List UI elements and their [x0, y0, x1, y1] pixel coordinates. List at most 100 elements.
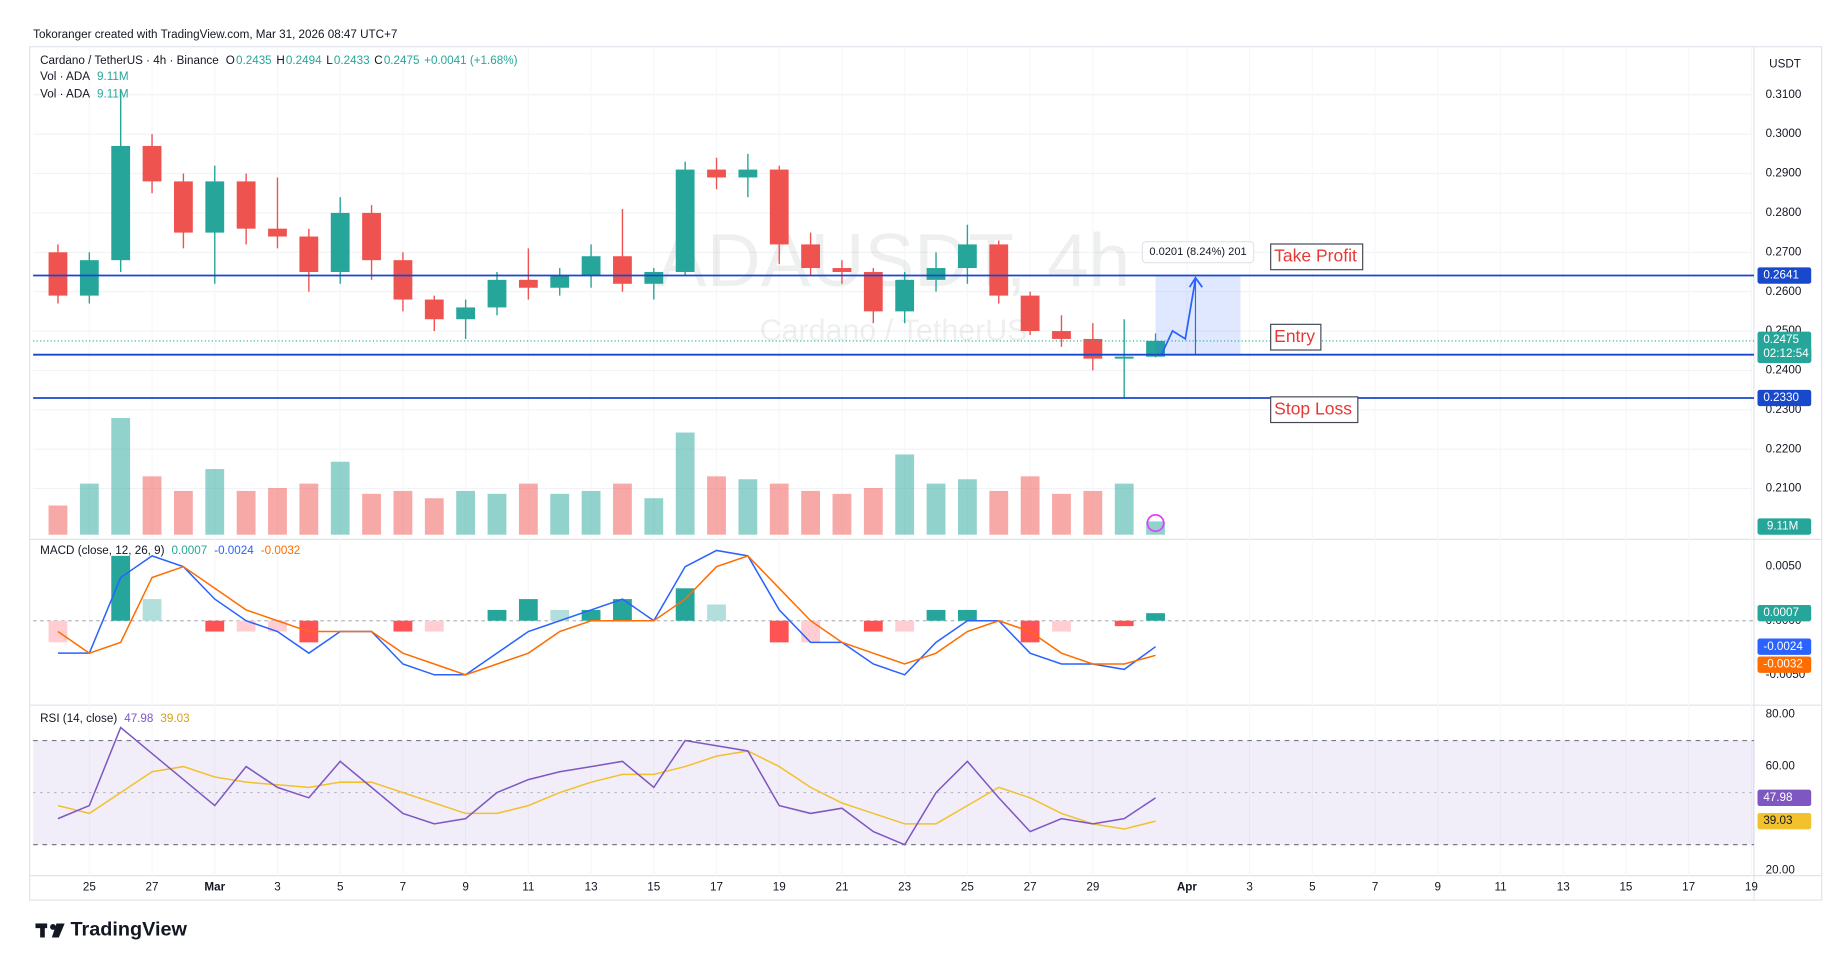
macd-histogram-bar: [205, 620, 225, 632]
macd-histogram-bar: [111, 555, 131, 621]
macd-histogram-bar: [1114, 620, 1134, 627]
candle-body: [550, 275, 570, 288]
legend-item: +0.0041 (+1.68%): [424, 54, 517, 67]
candle-body: [1146, 340, 1165, 357]
projection-label: 0.0201 (8.24%) 201: [1149, 246, 1246, 258]
legend-item: O: [226, 54, 235, 67]
x-tick-label: 19: [1745, 880, 1758, 893]
volume-bar: [79, 483, 99, 535]
current-price-label: 0.2475: [1763, 333, 1799, 346]
candle-body: [832, 268, 852, 272]
candle-body: [801, 244, 821, 269]
candle-body: [957, 244, 977, 269]
y-tick-label: 0.2900: [1766, 167, 1802, 180]
volume-bar: [456, 490, 476, 535]
candle-body: [895, 279, 915, 312]
volume-bar: [236, 490, 256, 535]
x-tick-label: 11: [1494, 880, 1506, 893]
volume-bar: [111, 417, 131, 535]
volume-bar: [863, 488, 883, 535]
y-tick-label: 0.2400: [1766, 364, 1802, 377]
legend-item: 0.2433: [334, 54, 370, 67]
volume-bar: [707, 476, 726, 535]
y-tick-label: 0.2200: [1766, 442, 1802, 455]
candle-body: [111, 145, 131, 261]
level-price-label-box: [1757, 389, 1812, 407]
macd-histogram-bar: [895, 620, 915, 632]
brand: TradingView: [70, 919, 187, 941]
y-tick-label: 0.2100: [1766, 482, 1802, 495]
level-name: Stop Loss: [1274, 398, 1352, 418]
level-name-box: [1270, 243, 1364, 271]
candle-body: [424, 299, 444, 320]
legend-item: 39.03: [160, 712, 189, 725]
volume-bar: [48, 505, 68, 535]
x-tick-label: 19: [773, 880, 786, 893]
macd-histogram-label-box: [1757, 604, 1812, 622]
x-tick-label: 3: [1246, 880, 1252, 893]
x-tick-label: 3: [274, 880, 280, 893]
level-name: Take Profit: [1274, 245, 1357, 265]
legend-item: 9.11M: [97, 70, 129, 83]
legend-item: Vol · ADA: [40, 88, 90, 101]
candle-body: [613, 256, 632, 284]
candle-body: [1052, 331, 1071, 339]
projection-box: [1155, 275, 1241, 355]
alert-icon: [1146, 513, 1165, 533]
volume-bar: [362, 493, 381, 535]
volume-bar: [613, 483, 632, 535]
macd-histogram-bar: [393, 620, 413, 632]
macd-histogram-bar: [142, 599, 162, 621]
y-tick-label: 0.2800: [1766, 206, 1802, 219]
volume-bar: [895, 454, 915, 535]
volume-bar: [1114, 483, 1134, 535]
candle-body: [1114, 356, 1134, 359]
candle-body: [456, 307, 476, 320]
candle-body: [989, 244, 1009, 296]
macd-histogram-bar: [268, 620, 287, 632]
candle-body: [48, 252, 68, 296]
x-tick-label: 11: [522, 880, 534, 893]
x-tick-label: 25: [83, 880, 96, 893]
rsi-value-label-box: [1757, 789, 1812, 807]
legend-item: C: [374, 54, 382, 67]
volume-bar: [1083, 490, 1103, 535]
candle-body: [1020, 295, 1040, 332]
level-price-label: 0.2641: [1763, 269, 1799, 282]
logo-part: [40, 923, 45, 938]
volume-bar: [801, 490, 821, 535]
candle-body: [487, 279, 507, 308]
x-tick-label: 23: [898, 880, 911, 893]
rsi-tick-label: 60.00: [1766, 760, 1796, 773]
rsi-band: [33, 740, 1754, 845]
candle-body: [675, 169, 695, 272]
macd-histogram-bar: [613, 599, 632, 621]
candle-body: [79, 260, 99, 296]
macd-line: [57, 549, 1156, 676]
candle-body: [173, 181, 193, 233]
x-tick-label: 13: [1557, 880, 1570, 893]
watermark: ADAUSDT, 4h: [657, 218, 1130, 302]
volume-box: [1757, 518, 1812, 535]
candle-body: [1083, 338, 1103, 359]
volume-bar: [518, 483, 538, 535]
x-tick-label: 25: [961, 880, 974, 893]
legend-item: 0.2494: [286, 54, 322, 67]
macd-histogram-bar: [236, 620, 256, 632]
macd-histogram-bar: [581, 609, 601, 621]
legend-item: 0.2475: [384, 54, 420, 67]
rsi-ma-line: [57, 750, 1156, 830]
chart-frame: [29, 46, 1823, 901]
level-name-box: [1270, 396, 1359, 424]
x-tick-label: 7: [1372, 880, 1378, 893]
legend-item: Vol · ADA: [40, 70, 90, 83]
signal-value-label: -0.0032: [1763, 658, 1803, 671]
macd-histogram-bar: [487, 609, 507, 621]
macd-histogram-bar: [926, 609, 946, 621]
y-tick-label: 0.2700: [1766, 245, 1802, 258]
projection-label-box: [1141, 241, 1255, 264]
macd-histogram-bar: [769, 620, 789, 643]
x-tick-label: 5: [1309, 880, 1315, 893]
